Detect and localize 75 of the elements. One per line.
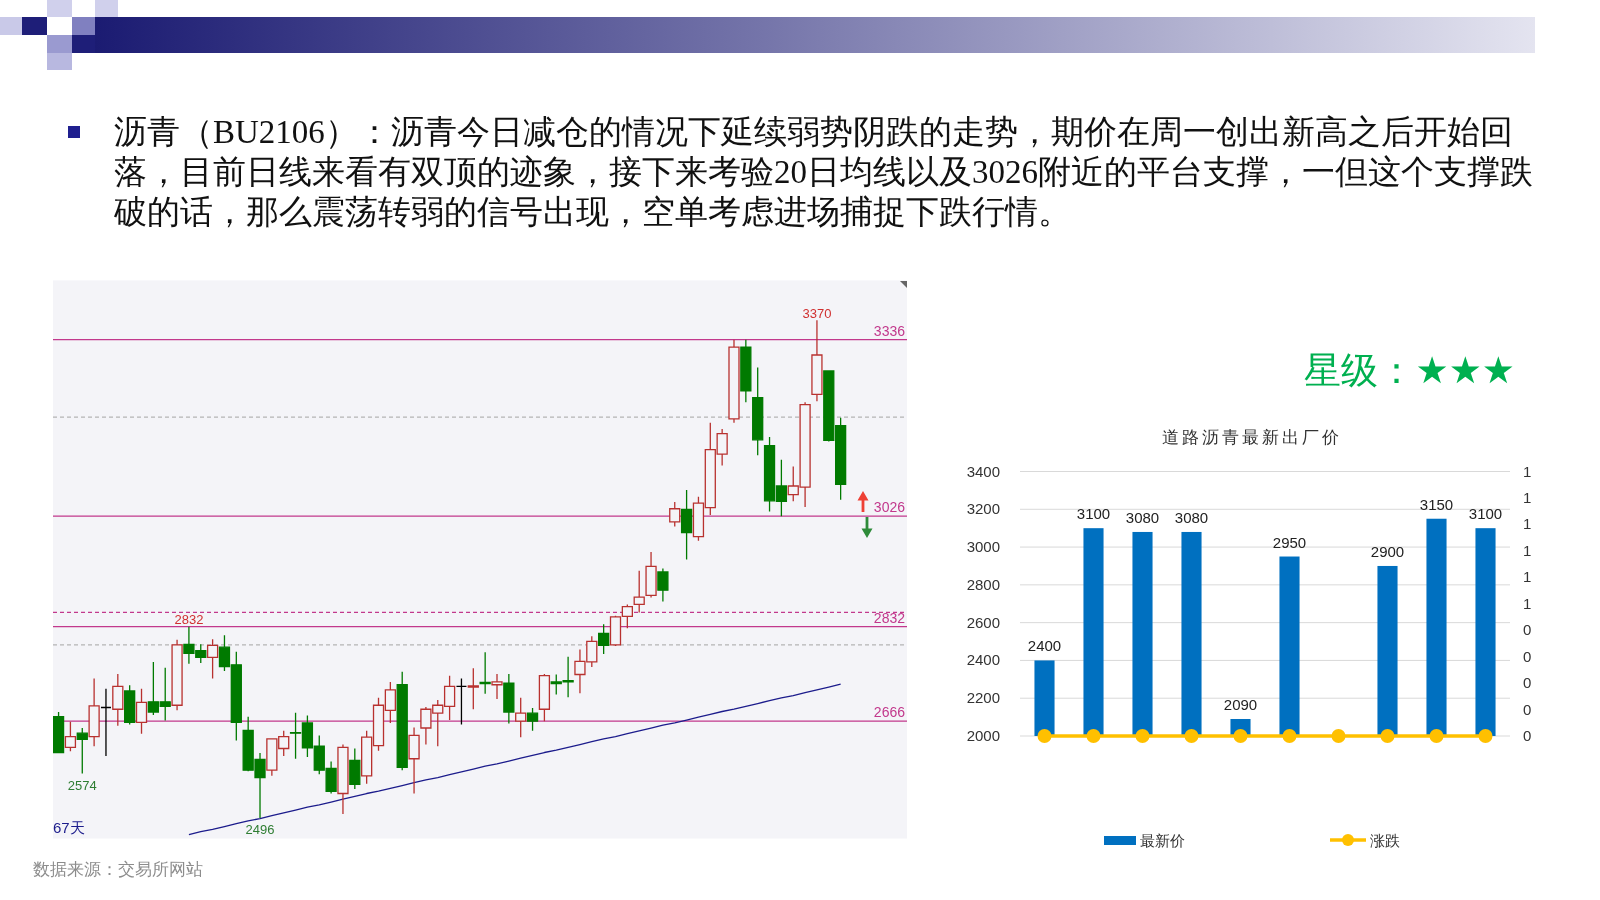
candlestick	[526, 707, 539, 732]
candlestick	[467, 667, 479, 710]
y2-tick-label: 0	[1523, 700, 1532, 718]
y2-tick-label: 1	[1523, 541, 1532, 559]
candlestick	[53, 711, 65, 754]
data-label: 3100	[1468, 505, 1503, 523]
candlestick	[728, 338, 740, 424]
text: 星级：★★★	[1304, 349, 1515, 392]
data-label: 2090	[1223, 696, 1258, 713]
data-label: 3100	[1076, 505, 1111, 523]
candlestick	[752, 366, 764, 456]
y-tick-label: 2600	[966, 613, 1000, 631]
y2-tick-label: 1	[1523, 462, 1532, 480]
candlestick	[515, 697, 527, 738]
y2-tick-label: 1	[1523, 568, 1532, 586]
source-note: 数据来源：交易所网站	[33, 859, 203, 879]
y-tick-label: 3200	[966, 500, 1000, 518]
candlestick	[598, 623, 610, 655]
candlestick	[100, 688, 112, 757]
candlestick	[396, 670, 408, 771]
y2-tick-label: 0	[1523, 621, 1532, 639]
legend-label: 涨跌	[1370, 833, 1400, 849]
y2-tick-label: 0	[1523, 674, 1532, 692]
y2-tick-label: 0	[1523, 647, 1532, 665]
candlestick	[64, 721, 77, 753]
candlestick	[479, 651, 491, 695]
y2-tick-label: 1	[1523, 515, 1532, 533]
data-label: 3080	[1174, 508, 1209, 526]
data-label: 3080	[1125, 508, 1160, 526]
data-label: 3150	[1419, 495, 1454, 513]
y2-tick-label: 1	[1523, 488, 1532, 506]
annotation: 67天	[53, 818, 85, 836]
candlestick	[645, 551, 657, 599]
annotation: 3370	[802, 305, 832, 321]
y-tick-label: 3400	[966, 462, 1000, 480]
data-label: 2950	[1272, 533, 1307, 551]
ref-line-label: 3336	[873, 322, 906, 339]
text: 沥青（BU2106）：沥青今日减仓的情况下延续弱势阴跌的走势，期价在周一创出新高之后开始回落，目前日线来看有双顶的迹象，接下来考验20日均线以及3026附近的平台支撑，一但这个支撑跌破的话，那么震荡转弱的信号出现，空单考虑进场捕捉下跌行情。	[113, 114, 1533, 230]
data-label: 2900	[1370, 542, 1405, 560]
candlestick	[112, 673, 124, 727]
y-tick-label: 2000	[966, 727, 1000, 744]
y-tick-label: 2200	[966, 689, 1000, 707]
candlestick	[337, 743, 349, 815]
candlestick	[680, 489, 693, 561]
candlestick	[135, 688, 148, 735]
candlestick	[124, 684, 136, 726]
candlestick	[503, 673, 515, 725]
candlestick	[408, 726, 420, 795]
annotation: 2496	[245, 822, 275, 837]
annotation: 2574	[67, 777, 97, 793]
y2-tick-label: 1	[1523, 594, 1532, 612]
candlestick	[538, 673, 551, 722]
y-tick-label: 2800	[966, 575, 1000, 593]
candlestick	[811, 319, 823, 402]
candlestick	[206, 638, 219, 680]
data-label: 2400	[1027, 637, 1062, 655]
candlestick	[455, 677, 468, 726]
candlestick	[740, 338, 752, 403]
candlestick	[88, 677, 100, 747]
legend-label: 最新价	[1140, 833, 1185, 849]
candlestick	[669, 501, 681, 528]
ref-line-label: 2666	[873, 704, 906, 721]
y-tick-label: 3000	[966, 538, 1000, 556]
ref-line-label: 3026	[873, 499, 906, 516]
ref-line-label: 2832	[873, 609, 906, 626]
y-tick-label: 2400	[966, 651, 1000, 669]
candlestick	[491, 673, 503, 700]
chart-title: 道路沥青最新出厂价	[1162, 428, 1342, 447]
y2-tick-label: 0	[1523, 727, 1532, 744]
candlestick	[76, 727, 88, 775]
candlestick	[657, 567, 669, 603]
annotation: 2832	[174, 612, 204, 628]
candlestick	[171, 639, 183, 712]
candlestick	[633, 570, 645, 614]
candlestick	[349, 747, 361, 790]
